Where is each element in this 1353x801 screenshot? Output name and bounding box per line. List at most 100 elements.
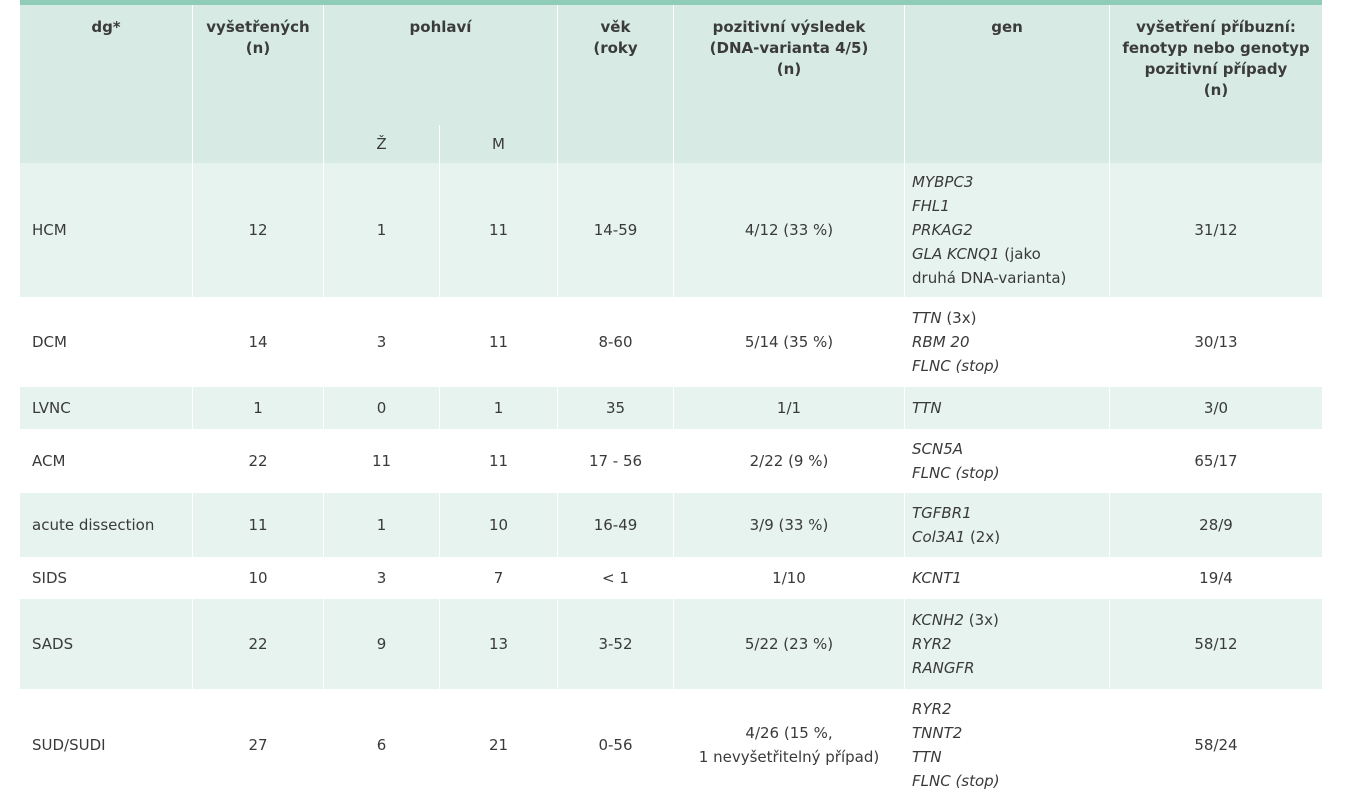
cell-vek: 16-49 (557, 493, 673, 557)
gene-name: RYR2 (912, 635, 952, 653)
cell-gen: TTN (3x) RBM 20 FLNC (stop) (904, 297, 1109, 387)
cell-vek: 35 (557, 387, 673, 429)
cell-pohlavi-z: 0 (323, 387, 439, 429)
cell-pohlavi-z: 6 (323, 689, 439, 801)
cell-pribuzni: 58/24 (1109, 689, 1322, 801)
cell-vek: 14-59 (557, 163, 673, 297)
cell-pribuzni: 58/12 (1109, 599, 1322, 689)
cell-vysetrenych: 27 (192, 689, 323, 801)
pozitivni-line: 3/9 (33 %) (749, 516, 829, 534)
table-body: HCM 12 1 11 14-59 4/12 (33 %) MYBPC3 FHL1 PRKAG2… (20, 163, 1322, 801)
cell-dg: LVNC (20, 387, 192, 429)
cell-pohlavi-m: 7 (439, 557, 557, 599)
cell-pohlavi-m: 11 (439, 163, 557, 297)
cell-pozitivni: 5/22 (23 %) (673, 599, 904, 689)
pozitivni-line: 2/22 (9 %) (749, 452, 829, 470)
gene-name: MYBPC3 (912, 173, 974, 191)
table-top-bar (20, 0, 1322, 5)
table-row: SADS 22 9 13 3-52 5/22 (23 %) KCNH2 (3x) RYR2 RA… (20, 599, 1322, 689)
header-pohlavi: pohlaví (323, 5, 557, 125)
gene-name: FLNC (stop) (912, 357, 1000, 375)
header-vek: věk (roky (557, 5, 673, 163)
cell-pohlavi-m: 13 (439, 599, 557, 689)
cell-dg: SADS (20, 599, 192, 689)
header-pribuzni: vyšetření příbuzní: fenotyp nebo genotyp p… (1109, 5, 1322, 163)
cell-vek: 8-60 (557, 297, 673, 387)
header-dg: dg* (20, 5, 192, 163)
cell-vek: 3-52 (557, 599, 673, 689)
gene-note: druhá DNA-varianta) (912, 269, 1067, 287)
cell-vysetrenych: 22 (192, 429, 323, 493)
gene-name: GLA KCNQ1 (912, 245, 1000, 263)
cell-pohlavi-m: 11 (439, 429, 557, 493)
cell-pribuzni: 28/9 (1109, 493, 1322, 557)
cell-pribuzni: 31/12 (1109, 163, 1322, 297)
cell-pribuzni: 19/4 (1109, 557, 1322, 599)
gene-name: PRKAG2 (912, 221, 973, 239)
cell-pohlavi-m: 1 (439, 387, 557, 429)
cell-vysetrenych: 1 (192, 387, 323, 429)
cell-gen: SCN5A FLNC (stop) (904, 429, 1109, 493)
cell-pozitivni: 4/26 (15 %, 1 nevyšetřitelný případ) (673, 689, 904, 801)
cell-pozitivni: 1/1 (673, 387, 904, 429)
cell-dg: DCM (20, 297, 192, 387)
cell-vysetrenych: 12 (192, 163, 323, 297)
gene-note: (3x) (963, 611, 999, 629)
cell-pozitivni: 5/14 (35 %) (673, 297, 904, 387)
cell-pohlavi-z: 1 (323, 493, 439, 557)
cell-dg: HCM (20, 163, 192, 297)
cell-pozitivni: 2/22 (9 %) (673, 429, 904, 493)
cell-pohlavi-m: 11 (439, 297, 557, 387)
cell-gen: KCNH2 (3x) RYR2 RANGFR (904, 599, 1109, 689)
gene-note: (2x) (965, 528, 1001, 546)
gene-note: (3x) (941, 309, 977, 327)
gene-name: TGFBR1 (912, 504, 972, 522)
cell-vysetrenych: 14 (192, 297, 323, 387)
gene-name: TTN (912, 748, 942, 766)
header-pozitivni: pozitivní výsledek (DNA-varianta 4/5) (n) (673, 5, 904, 163)
results-table: dg* vyšetřených (n) pohlaví věk (roky pozi… (20, 5, 1322, 801)
cell-pozitivni: 4/12 (33 %) (673, 163, 904, 297)
table-row: DCM 14 3 11 8-60 5/14 (35 %) TTN (3x) RBM 20 FLN… (20, 297, 1322, 387)
gene-note: (jako (999, 245, 1041, 263)
pozitivni-line: 1/10 (772, 569, 806, 587)
pozitivni-line: 5/14 (35 %) (744, 333, 834, 351)
cell-vek: 17 - 56 (557, 429, 673, 493)
gene-name: FLNC (stop) (912, 464, 1000, 482)
cell-pozitivni: 3/9 (33 %) (673, 493, 904, 557)
cell-vek: < 1 (557, 557, 673, 599)
cell-dg: ACM (20, 429, 192, 493)
pozitivni-line: 4/26 (15 %, (745, 724, 833, 742)
table-row: acute dissection 11 1 10 16-49 3/9 (33 %) TGFB… (20, 493, 1322, 557)
results-table-container: dg* vyšetřených (n) pohlaví věk (roky pozi… (20, 0, 1322, 801)
pozitivni-line: 1/1 (776, 399, 802, 417)
gene-name: FLNC (stop) (912, 772, 1000, 790)
cell-pribuzni: 30/13 (1109, 297, 1322, 387)
pozitivni-line: 1 nevyšetřitelný případ) (698, 748, 880, 766)
cell-vysetrenych: 11 (192, 493, 323, 557)
header-vysetrenych: vyšetřených (n) (192, 5, 323, 163)
gene-name: RANGFR (912, 659, 975, 677)
header-gen: gen (904, 5, 1109, 163)
header-pohlavi-m: M (439, 125, 557, 163)
gene-name: TNNT2 (912, 724, 963, 742)
cell-pozitivni: 1/10 (673, 557, 904, 599)
cell-gen: TTN (904, 387, 1109, 429)
gene-name: TTN (912, 309, 942, 327)
table-row: SUD/SUDI 27 6 21 0-56 4/26 (15 %, 1 nevyšetřit… (20, 689, 1322, 801)
gene-name: RBM 20 (912, 333, 970, 351)
gene-name: SCN5A (912, 440, 964, 458)
cell-dg: acute dissection (20, 493, 192, 557)
table-row: LVNC 1 0 1 35 1/1 TTN 3/0 (20, 387, 1322, 429)
cell-vek: 0-56 (557, 689, 673, 801)
cell-gen: RYR2 TNNT2 TTN FLNC (stop) (904, 689, 1109, 801)
table-row: ACM 22 11 11 17 - 56 2/22 (9 %) SCN5A FLNC (sto… (20, 429, 1322, 493)
cell-vysetrenych: 10 (192, 557, 323, 599)
gene-name: RYR2 (912, 700, 952, 718)
cell-pohlavi-z: 11 (323, 429, 439, 493)
cell-pohlavi-z: 3 (323, 557, 439, 599)
table-row: SIDS 10 3 7 < 1 1/10 KCNT1 19/4 (20, 557, 1322, 599)
gene-name: FHL1 (912, 197, 950, 215)
cell-pohlavi-m: 21 (439, 689, 557, 801)
cell-dg: SUD/SUDI (20, 689, 192, 801)
